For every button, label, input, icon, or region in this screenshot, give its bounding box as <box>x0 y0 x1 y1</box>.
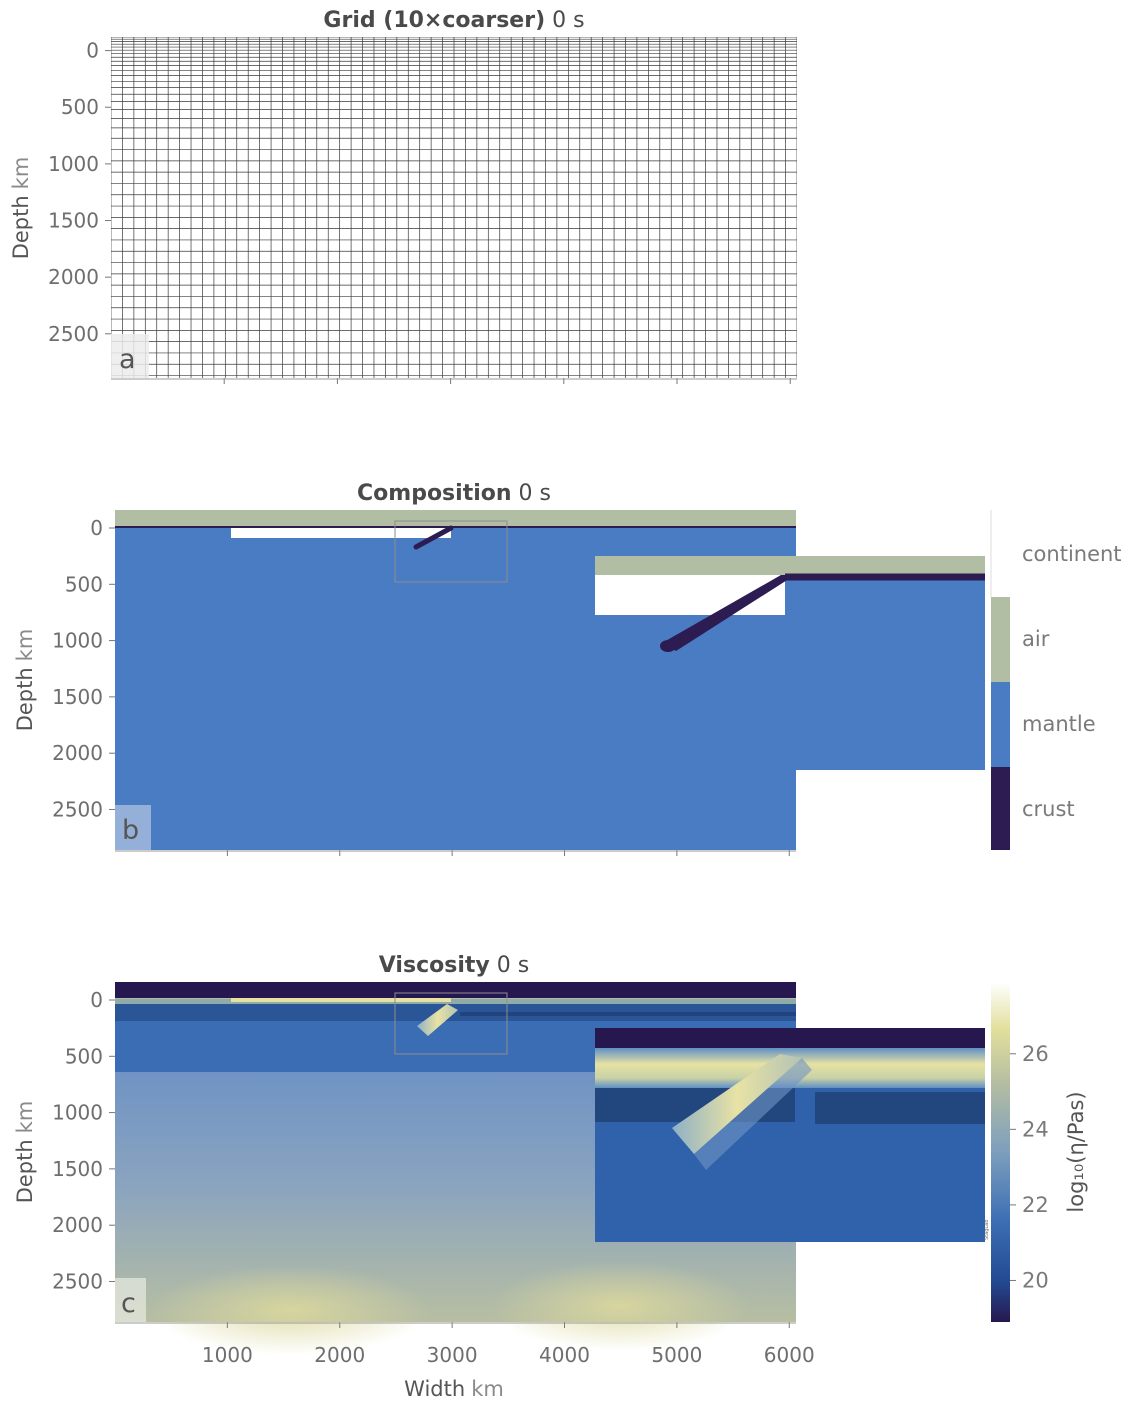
viscosity-ylabel: Depthkm <box>13 1101 37 1204</box>
composition-title: Composition 0 s <box>357 481 551 506</box>
grid-panel-label-box <box>111 334 149 378</box>
viscosity-xlabel: Width km <box>404 1377 504 1401</box>
composition-panel-label-box <box>115 805 151 850</box>
composition-inset <box>595 556 985 770</box>
xtick-label: 3000 <box>427 1343 478 1367</box>
viscosity-colorbar-label: log₁₀(η/Pas) <box>1064 1091 1088 1212</box>
ytick-label: 2000 <box>48 265 99 289</box>
composition-axis-ticks: 0 500 1000 1500 2000 2500 <box>52 516 796 856</box>
composition-panel: Composition 0 s 0 500 1000 1500 2000 2500 b De… <box>13 481 1122 856</box>
ytick-label: 0 <box>90 988 103 1012</box>
viscosity-colorbar-ticks: 20 22 24 26 <box>1010 1042 1049 1292</box>
ytick-label: 2500 <box>52 1269 103 1293</box>
colorbar-label-air: air <box>1022 627 1050 651</box>
xtick-label: 6000 <box>764 1343 815 1367</box>
colorbar-label-crust: crust <box>1022 797 1075 821</box>
grid-title: Grid (10×coarser) 0 s <box>323 8 584 33</box>
ytick-label: 1000 <box>48 152 99 176</box>
composition-air <box>115 510 796 527</box>
ytick-label: 0 <box>90 516 103 540</box>
colorbar-tick-label: 22 <box>1022 1193 1049 1217</box>
ytick-label: 2000 <box>52 1213 103 1237</box>
composition-continent <box>231 527 451 538</box>
ytick-label: 1500 <box>52 685 103 709</box>
viscosity-inset: StagLab <box>595 1028 990 1242</box>
viscosity-title: Viscosity 0 s <box>379 953 529 978</box>
viscosity-panel-label-box <box>115 1278 146 1322</box>
xtick-label: 5000 <box>651 1343 702 1367</box>
viscosity-inset-region <box>394 992 508 1055</box>
ytick-label: 500 <box>65 572 103 596</box>
colorbar-swatch-mantle <box>991 682 1010 767</box>
xtick-label: 1000 <box>202 1343 253 1367</box>
viscosity-colorbar-gradient <box>991 982 1010 1322</box>
colorbar-tick-label: 24 <box>1022 1117 1049 1141</box>
grid-axis-ticks: 0 500 1000 1500 2000 2500 <box>48 39 797 384</box>
ytick-label: 2500 <box>48 322 99 346</box>
ytick-label: 1500 <box>52 1157 103 1181</box>
composition-inset-region <box>394 520 508 583</box>
colorbar-label-continent: continent <box>1022 542 1122 566</box>
inset-watermark: StagLab <box>984 1220 990 1240</box>
grid-ylabel: Depthkm <box>9 157 33 260</box>
xtick-label: 2000 <box>314 1343 365 1367</box>
viscosity-colorbar: 20 22 24 26 log₁₀(η/Pas) <box>991 982 1088 1322</box>
composition-panel-label: b <box>122 815 139 846</box>
colorbar-swatch-crust <box>991 767 1010 850</box>
ytick-label: 1500 <box>48 209 99 233</box>
ytick-label: 1000 <box>52 1101 103 1125</box>
composition-slab <box>413 525 454 550</box>
viscosity-axis-ticks: 0 500 1000 1500 2000 2500 1000 2000 3000 4000 5000… <box>52 988 815 1367</box>
colorbar-swatch-air <box>991 597 1010 682</box>
composition-ylabel: Depthkm <box>13 629 37 732</box>
ytick-label: 1000 <box>52 629 103 653</box>
colorbar-tick-label: 20 <box>1022 1268 1049 1292</box>
ytick-label: 500 <box>61 95 99 119</box>
grid-panel: Grid (10×coarser) 0 s 0 500 1000 1500 2000 250… <box>9 8 797 384</box>
colorbar-label-mantle: mantle <box>1022 712 1096 736</box>
grid-mesh <box>111 37 797 378</box>
ytick-label: 2000 <box>52 741 103 765</box>
ytick-label: 500 <box>65 1044 103 1068</box>
ytick-label: 0 <box>86 39 99 63</box>
viscosity-panel-label: c <box>121 1288 136 1319</box>
grid-panel-label: a <box>119 344 136 375</box>
composition-colorbar: continent air mantle crust <box>990 510 1122 850</box>
xtick-label: 4000 <box>539 1343 590 1367</box>
colorbar-tick-label: 26 <box>1022 1042 1049 1066</box>
ytick-label: 2500 <box>52 797 103 821</box>
